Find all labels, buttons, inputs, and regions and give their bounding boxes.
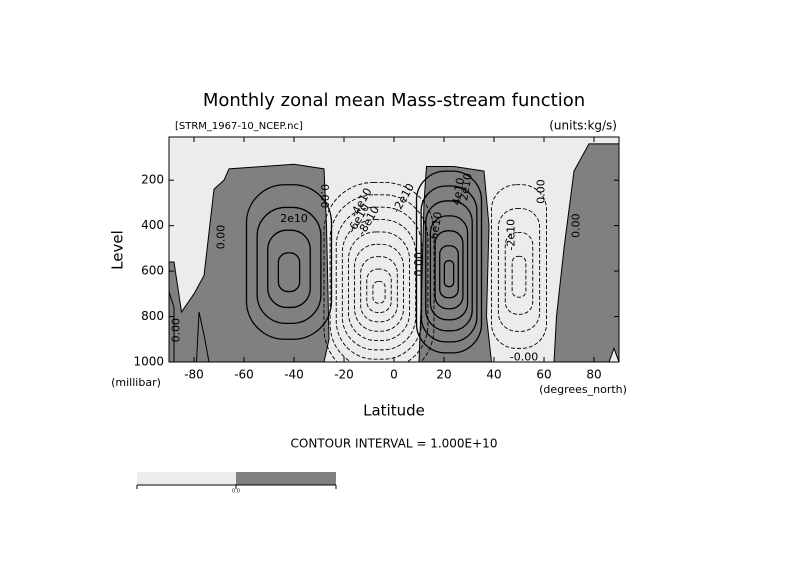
footer: CONTOUR INTERVAL = 1.000E+10 [291,437,498,451]
y-unit-label: (millibar) [111,376,161,389]
chart-title: Monthly zonal mean Mass-stream function [203,90,585,111]
contour-label: 0.00 [570,213,583,238]
contour-line [267,229,311,309]
contour-line [277,252,301,293]
y-tick-label: 400 [141,218,164,232]
positive-region [418,166,493,362]
contour-line [425,200,473,332]
contour-line [341,219,417,351]
y-tick-label: 800 [141,309,164,323]
contour-line [420,185,478,343]
contour-line [415,170,483,354]
contour-line [497,208,541,332]
x-tick-label: -40 [284,368,304,382]
source-label: [STRM_1967-10_NCEP.nc] [175,121,303,132]
x-tick-label: 80 [586,368,601,382]
positive-region [169,163,330,362]
contour-line [434,230,464,310]
y-tick-label: 600 [141,264,164,278]
x-tick-label: -20 [334,368,354,382]
contour-label: 2e10 [280,212,308,225]
y-tick-label: 1000 [133,355,164,369]
contour-line [372,280,386,304]
x-tick-label: -80 [184,368,204,382]
contour-label: 0.00 [412,252,425,277]
positive-region [195,311,210,362]
contour-line [439,245,459,299]
contour-line [360,256,398,323]
x-unit-label: (degrees_north) [539,383,627,396]
colorbar-label: 0.0 [232,489,240,495]
contour-label: 0.00 [318,184,331,209]
contour-line [347,231,411,341]
contour-line [443,260,455,288]
field [169,137,619,362]
contour-line [323,182,435,362]
contour-label: 2e10 [457,172,475,202]
contour-line [366,268,392,313]
contour-label: 6e10 [427,211,445,241]
contour-label: -2e10 [505,219,518,251]
contour-line [245,184,333,340]
x-tick-label: -60 [234,368,254,382]
contour-line [329,194,429,362]
contour-label: 0.00 [215,225,228,250]
x-tick-label: 20 [436,368,451,382]
colorbar-negative [137,472,236,485]
contour-label: -0.00 [510,350,538,363]
positive-region [169,290,175,362]
contour-label: 0.00 [535,179,548,204]
contour-line [354,243,404,332]
units-label: (units:kg/s) [549,119,617,133]
contour-line [429,215,469,321]
x-tick-label: 40 [486,368,501,382]
x-axis-label: Latitude [363,402,425,420]
y-axis-label: Level [109,230,127,270]
contour-label: 0.00 [170,318,183,343]
colorbar-positive [236,472,336,485]
contour-line [256,206,322,325]
x-tick-label: 0 [390,368,398,382]
y-tick-label: 200 [141,173,164,187]
contour-line [511,255,527,298]
contour-line [491,184,547,349]
x-tick-label: 60 [536,368,551,382]
positive-region [553,143,619,362]
contour-line [504,232,534,315]
colorbar: 0.0 [136,472,337,495]
contour-label: 4e10 [450,177,468,207]
